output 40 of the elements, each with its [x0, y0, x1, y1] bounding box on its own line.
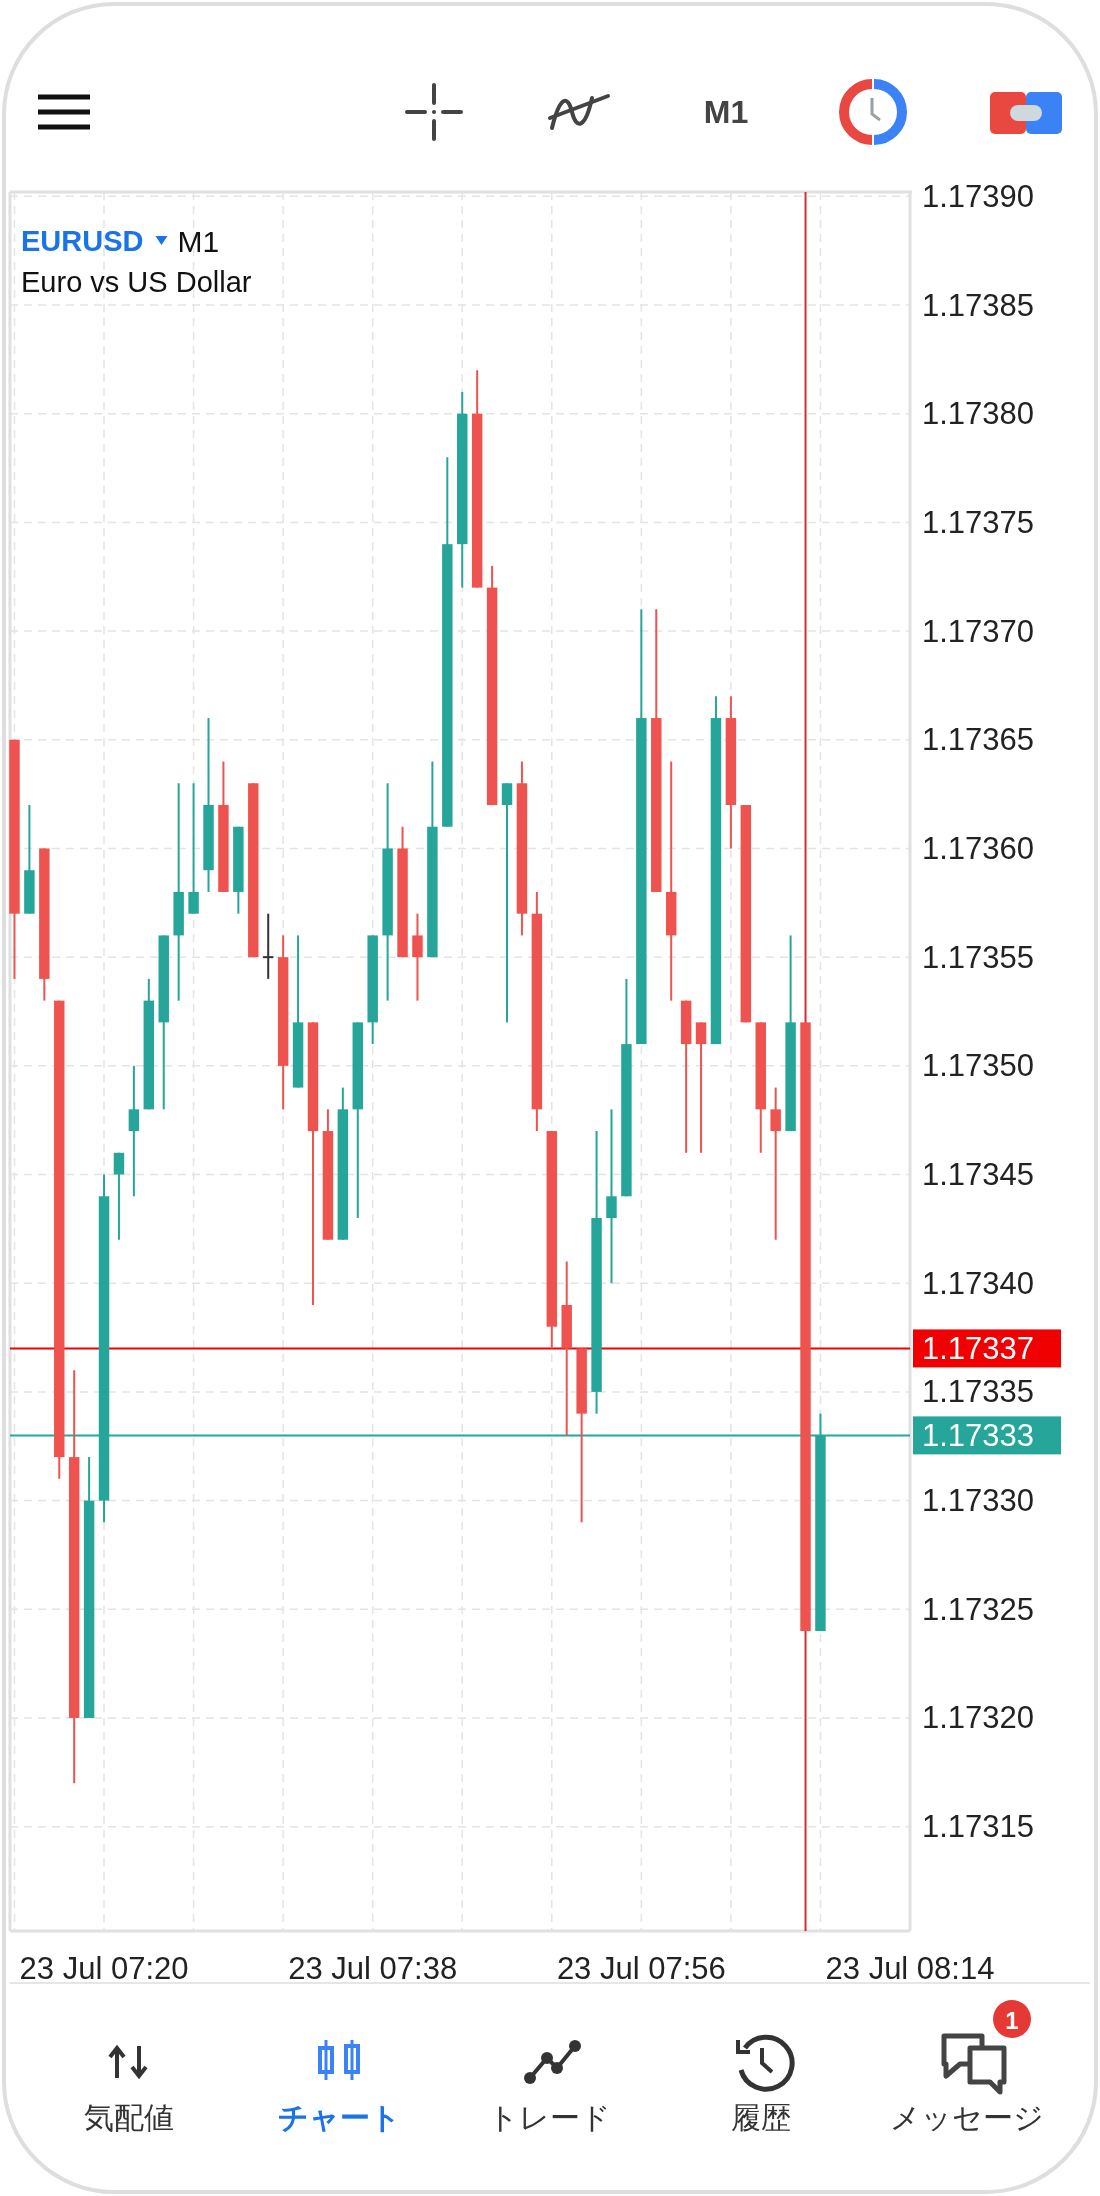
- candlestick: [188, 782, 199, 915]
- text: 気配値: [84, 2100, 174, 2134]
- candlestick: [412, 912, 423, 1002]
- y-tick-label: 1.17320: [922, 1700, 1035, 1736]
- text: Euro vs US Dollar: [21, 266, 252, 298]
- candlestick: [606, 1108, 617, 1285]
- candlestick: [501, 782, 513, 1024]
- x-tick-label: 23 Jul 07:56: [556, 1950, 726, 1986]
- y-tick-label: 1.17390: [922, 178, 1035, 214]
- text: 履歴: [731, 2100, 791, 2134]
- candlestick: [770, 1086, 781, 1241]
- y-tick-label: 1.17345: [922, 1157, 1035, 1193]
- text: EURUSD: [21, 225, 144, 257]
- text: チャート: [277, 2100, 401, 2134]
- candlestick: [113, 1151, 125, 1241]
- y-tick-label: 1.17370: [922, 613, 1035, 649]
- text: 1: [1005, 2006, 1019, 2034]
- y-tick-label: 1.17340: [922, 1265, 1035, 1301]
- y-tick-label: 1.17335: [922, 1374, 1035, 1410]
- y-tick-label: 1.17365: [922, 722, 1035, 758]
- x-tick-label: 23 Jul 07:20: [19, 1950, 189, 1986]
- annotation: M1: [177, 224, 220, 258]
- y-tick-label: 1.17375: [922, 504, 1035, 540]
- y-tick-label: 1.17315: [922, 1809, 1035, 1845]
- y-tick-label: 1.17350: [922, 1048, 1035, 1084]
- x-tick-label: 23 Jul 07:38: [288, 1950, 458, 1986]
- candlestick: [128, 1064, 140, 1198]
- y-tick-label: 1.17355: [922, 939, 1035, 975]
- ref-line-label: 1.17337: [922, 1330, 1035, 1366]
- x-tick-label: 23 Jul 08:14: [825, 1950, 995, 1986]
- text: M1: [703, 94, 749, 130]
- text: メッセージ: [890, 2100, 1044, 2134]
- y-tick-label: 1.17385: [922, 287, 1035, 323]
- ref-line-label: 1.17333: [922, 1417, 1035, 1453]
- y-tick-label: 1.17330: [922, 1483, 1035, 1519]
- y-tick-label: 1.17380: [922, 396, 1035, 432]
- text: トレード: [487, 2100, 611, 2134]
- candlestick: [695, 1021, 707, 1154]
- y-tick-label: 1.17360: [922, 830, 1035, 866]
- y-tick-label: 1.17325: [922, 1591, 1035, 1627]
